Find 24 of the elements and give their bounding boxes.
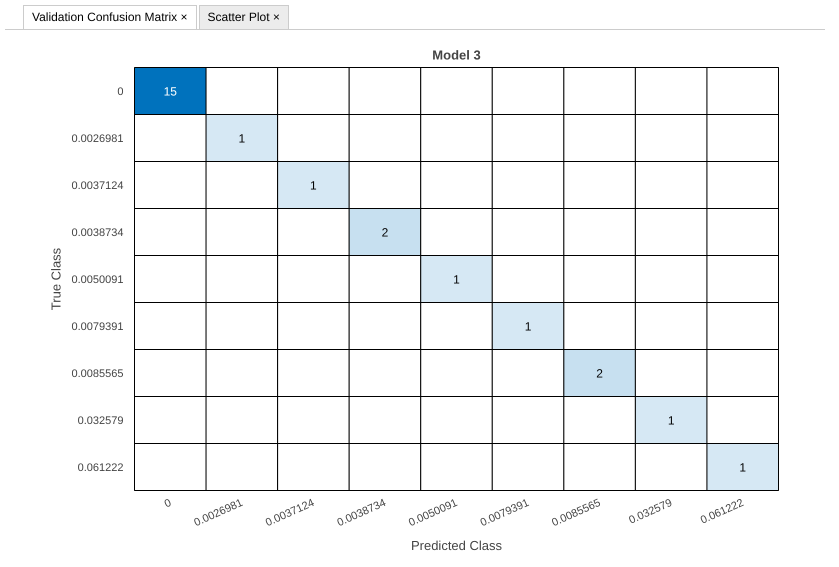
y-tick-label: 0.0038734 — [72, 227, 124, 239]
x-tick-label: 0 — [162, 496, 174, 510]
y-tick-label: 0.0079391 — [72, 321, 124, 333]
y-tick-label: 0.032579 — [78, 415, 124, 427]
data-label: 2 — [596, 366, 604, 380]
chart-title: Model 3 — [432, 48, 481, 62]
y-tick-label: 0.0085565 — [72, 368, 124, 380]
data-label: 1 — [453, 272, 460, 286]
x-axis-title: Predicted Class — [410, 538, 503, 554]
text: Validation Confusion Matrix × — [23, 5, 197, 30]
y-tick-label: 0.0050091 — [72, 274, 124, 286]
data-label: 1 — [238, 132, 246, 146]
data-label: 1 — [310, 178, 318, 192]
data-label: 1 — [739, 460, 746, 474]
data-label: 15 — [164, 84, 178, 98]
y-tick-label: 0.061222 — [78, 462, 124, 474]
data-label: 1 — [524, 320, 532, 334]
y-tick-label: 0 — [117, 86, 124, 98]
data-label: 1 — [668, 414, 675, 428]
y-tick-label: 0.0037124 — [72, 180, 124, 192]
y-axis-title: True Class — [48, 247, 64, 310]
data-label: 2 — [382, 226, 389, 240]
text: Scatter Plot × — [198, 5, 289, 30]
y-tick-label: 0.0026981 — [72, 133, 124, 145]
